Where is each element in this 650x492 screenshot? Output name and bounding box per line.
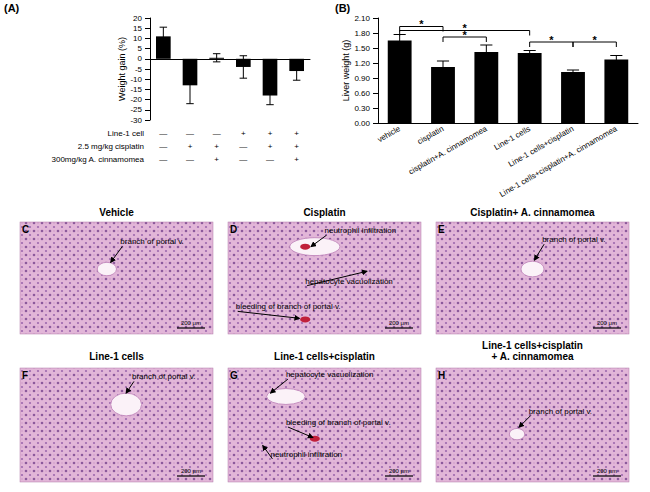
svg-text:+: + xyxy=(268,142,273,151)
svg-text:+: + xyxy=(214,155,219,164)
svg-text:200 μm: 200 μm xyxy=(597,468,617,474)
svg-text:—: — xyxy=(186,129,194,138)
svg-text:-15: -15 xyxy=(130,85,142,94)
svg-text:branch of portal v.: branch of portal v. xyxy=(542,235,605,244)
svg-text:hepatocyte vacuolization: hepatocyte vacuolization xyxy=(305,277,393,286)
svg-text:+: + xyxy=(214,142,219,151)
svg-text:0.60: 0.60 xyxy=(354,89,370,98)
svg-text:-25: -25 xyxy=(130,105,142,114)
svg-text:0: 0 xyxy=(138,54,143,63)
svg-text:200 μm: 200 μm xyxy=(389,468,409,474)
svg-text:Liver weight (g): Liver weight (g) xyxy=(341,40,351,102)
svg-text:Cisplatin: Cisplatin xyxy=(303,207,345,218)
svg-text:D: D xyxy=(230,224,237,235)
svg-text:+: + xyxy=(294,129,299,138)
svg-text:branch of portal v.: branch of portal v. xyxy=(132,372,195,381)
svg-text:—: — xyxy=(186,155,194,164)
svg-text:-10: -10 xyxy=(130,75,142,84)
svg-text:Line-1 cells+cisplatin: Line-1 cells+cisplatin xyxy=(274,351,375,362)
svg-text:branch of portal v.: branch of portal v. xyxy=(529,407,592,416)
svg-text:-30: -30 xyxy=(130,116,142,125)
svg-text:Line-1 cells: Line-1 cells xyxy=(89,351,144,362)
svg-text:neutrophil infiltration: neutrophil infiltration xyxy=(270,450,342,459)
svg-text:2.10: 2.10 xyxy=(354,14,370,23)
svg-text:0.90: 0.90 xyxy=(354,74,370,83)
svg-text:5: 5 xyxy=(138,44,143,53)
svg-text:Line-1 cells+cisplatin: Line-1 cells+cisplatin xyxy=(482,340,583,351)
svg-text:+: + xyxy=(241,129,246,138)
svg-text:+: + xyxy=(294,155,299,164)
svg-text:0.00: 0.00 xyxy=(354,119,370,128)
svg-text:*: * xyxy=(463,22,468,34)
svg-text:cisplatin+A. cinnamomea: cisplatin+A. cinnamomea xyxy=(407,124,489,177)
svg-text:F: F xyxy=(22,370,28,381)
svg-text:C: C xyxy=(22,224,29,235)
svg-text:branch of portal v.: branch of portal v. xyxy=(120,237,183,246)
svg-text:E: E xyxy=(438,224,445,235)
svg-text:—: — xyxy=(159,142,167,151)
svg-text:+: + xyxy=(294,142,299,151)
svg-text:—: — xyxy=(159,155,167,164)
svg-text:cisplatin: cisplatin xyxy=(416,124,445,146)
svg-text:+: + xyxy=(188,142,193,151)
svg-text:15: 15 xyxy=(133,24,142,33)
svg-text:200 μm: 200 μm xyxy=(389,320,409,326)
svg-text:Line-1 cell: Line-1 cell xyxy=(108,129,145,138)
svg-text:-5: -5 xyxy=(135,65,143,74)
svg-text:G: G xyxy=(230,370,238,381)
svg-text:neutrophil infiltration: neutrophil infiltration xyxy=(325,226,397,235)
svg-text:+: + xyxy=(268,129,273,138)
svg-text:+ A. cinnamomea: + A. cinnamomea xyxy=(491,351,574,362)
svg-text:-20: -20 xyxy=(130,95,142,104)
svg-text:(A): (A) xyxy=(4,2,20,14)
svg-text:—: — xyxy=(239,142,247,151)
svg-text:Line-1 cells: Line-1 cells xyxy=(492,124,531,152)
svg-text:vehicle: vehicle xyxy=(376,124,403,145)
svg-text:1.50: 1.50 xyxy=(354,44,370,53)
svg-text:*: * xyxy=(593,34,598,46)
svg-text:200 μm: 200 μm xyxy=(597,320,617,326)
svg-text:*: * xyxy=(419,18,424,30)
svg-text:10: 10 xyxy=(133,34,142,43)
svg-text:1.80: 1.80 xyxy=(354,29,370,38)
svg-text:200 μm: 200 μm xyxy=(181,468,201,474)
svg-text:1.20: 1.20 xyxy=(354,59,370,68)
svg-text:*: * xyxy=(549,34,554,46)
svg-text:Weight gain (%): Weight gain (%) xyxy=(117,37,127,101)
svg-text:(B): (B) xyxy=(335,2,351,14)
svg-text:—: — xyxy=(213,129,221,138)
svg-text:200 μm: 200 μm xyxy=(181,320,201,326)
svg-text:Line-1 cells+cisplatin+A. cinn: Line-1 cells+cisplatin+A. cinnamomea xyxy=(498,124,619,199)
svg-text:2.5 mg/kg cisplatin: 2.5 mg/kg cisplatin xyxy=(78,142,144,151)
svg-text:—: — xyxy=(239,155,247,164)
svg-text:Vehicle: Vehicle xyxy=(99,207,134,218)
svg-text:bleeding of branch of portal v: bleeding of branch of portal v. xyxy=(236,302,341,311)
svg-text:20: 20 xyxy=(133,14,142,23)
svg-text:0.30: 0.30 xyxy=(354,104,370,113)
svg-text:bleeding of branch of portal v: bleeding of branch of portal v. xyxy=(286,418,391,427)
svg-text:Cisplatin+ A. cinnamomea: Cisplatin+ A. cinnamomea xyxy=(470,207,595,218)
svg-text:H: H xyxy=(438,370,445,381)
svg-text:hepatocyte vacuolization: hepatocyte vacuolization xyxy=(286,370,374,379)
svg-text:—: — xyxy=(159,129,167,138)
svg-text:300mg/kg A. cinnamomea: 300mg/kg A. cinnamomea xyxy=(52,155,145,164)
svg-text:—: — xyxy=(266,155,274,164)
